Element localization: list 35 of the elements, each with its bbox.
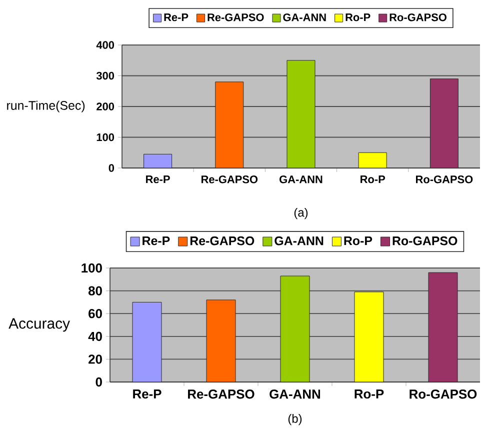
legend-label: Re-GAPSO: [190, 236, 254, 246]
y-tick-label: 0: [96, 377, 102, 387]
y-axis-title: Accuracy: [8, 318, 70, 332]
y-tick-label: 400: [96, 41, 114, 49]
legend-label: GA-ANN: [283, 13, 326, 22]
y-tick-label: 0: [108, 164, 114, 172]
legend-label: Re-GAPSO: [208, 13, 264, 22]
legend-label: Ro-P: [344, 236, 372, 246]
x-tick-label: Ro-GAPSO: [410, 390, 477, 399]
x-tick-label: Ro-GAPSO: [416, 176, 473, 184]
y-tick-label: 60: [88, 309, 102, 318]
legend-label: Ro-P: [346, 14, 370, 22]
x-tick-label: Re-GAPSO: [202, 176, 258, 184]
y-tick-label: 40: [88, 332, 102, 341]
y-tick-label: 300: [96, 72, 114, 80]
legend-label: Re-P: [142, 236, 170, 246]
legend-label: Ro-GAPSO: [392, 236, 458, 246]
y-tick-label: 80: [88, 286, 102, 296]
y-axis-title: run-Time(Sec): [7, 100, 85, 112]
legend-label: GA-ANN: [274, 236, 324, 246]
x-tick-label: Re-GAPSO: [188, 390, 254, 399]
text: (b): [288, 414, 302, 426]
y-tick-label: 100: [82, 263, 102, 273]
x-tick-label: Re-P: [146, 176, 170, 184]
text: (a): [294, 208, 308, 220]
x-tick-label: Ro-P: [354, 390, 384, 399]
x-tick-label: Re-P: [133, 390, 162, 399]
y-tick-label: 200: [96, 102, 114, 110]
legend-label: Re-P: [164, 14, 188, 22]
legend-label: Ro-GAPSO: [390, 13, 446, 22]
x-tick-label: GA-ANN: [270, 390, 320, 399]
y-tick-label: 100: [96, 133, 114, 142]
x-tick-label: GA-ANN: [280, 176, 322, 184]
y-tick-label: 20: [88, 354, 102, 364]
x-tick-label: Ro-P: [360, 176, 386, 184]
